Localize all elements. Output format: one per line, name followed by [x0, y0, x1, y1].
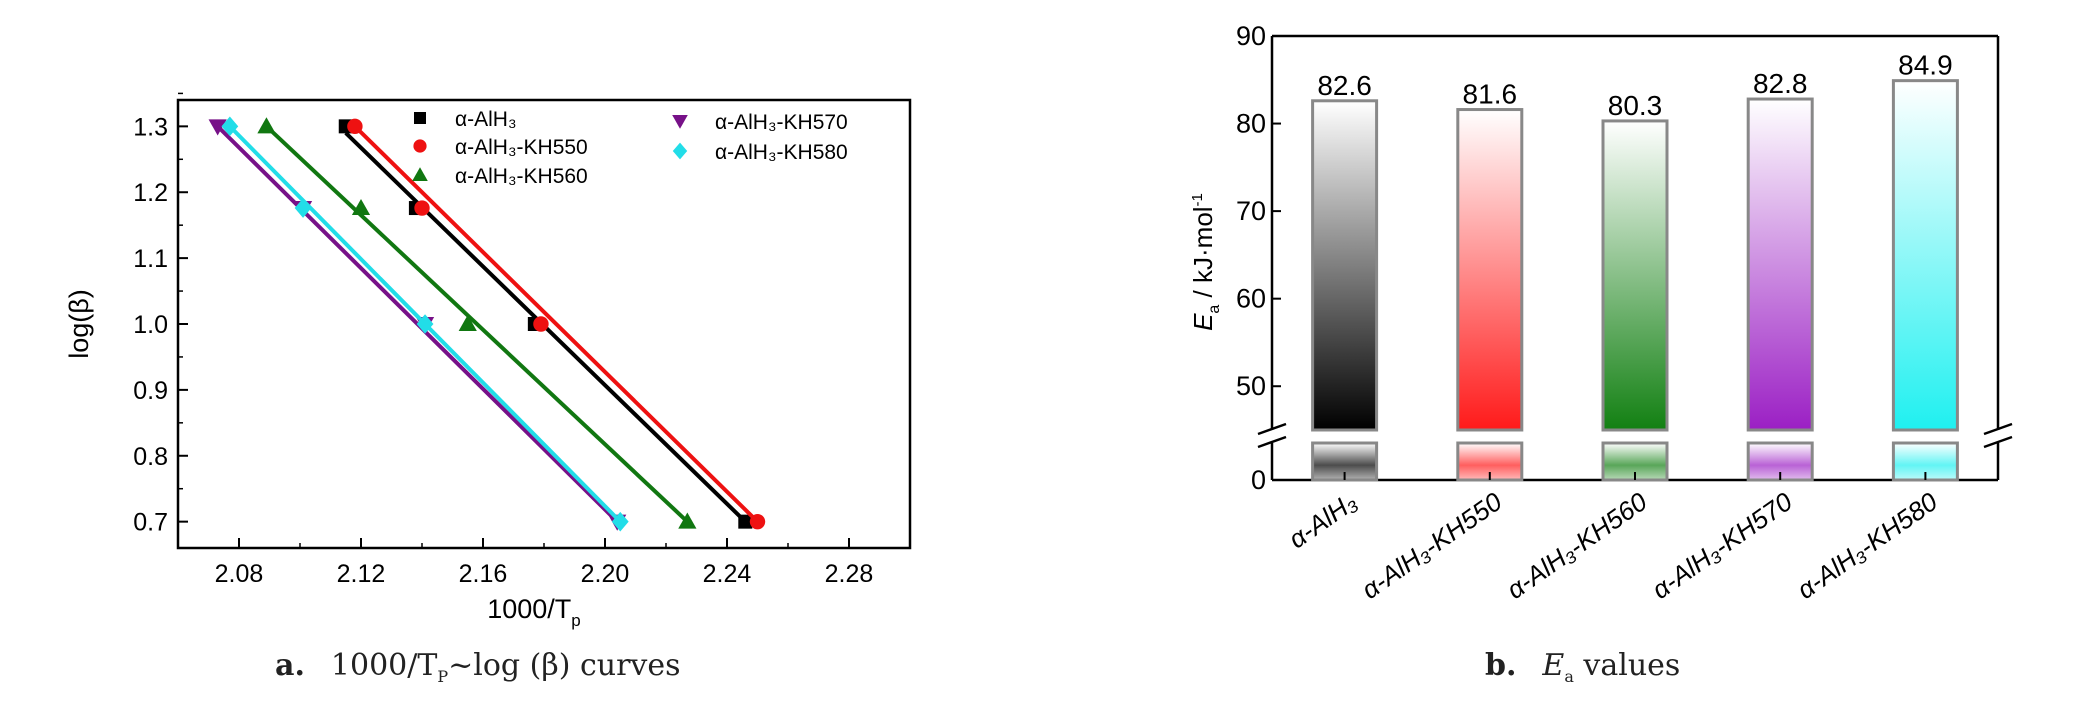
y-tick-label: 50: [1236, 371, 1266, 401]
y-tick-label: 70: [1236, 196, 1266, 226]
y-axis-label-unit: / kJ·mol: [1188, 206, 1218, 304]
x-tick-label: α-AlH₃-KH570: [1646, 486, 1798, 605]
x-tick-label: α-AlH₃-KH550: [1356, 486, 1508, 605]
bar-2: [1601, 119, 1669, 432]
x-tick-label: 2.08: [215, 560, 264, 588]
axis-break-mark: [1257, 435, 1287, 449]
x-tick-label: 2.20: [581, 560, 630, 588]
y-tick-label: 1.1: [133, 245, 168, 273]
legend-marker: [414, 112, 426, 124]
legend-label: α-AlH₃: [455, 108, 517, 131]
y-tick-label: 80: [1236, 109, 1266, 139]
y-tick-label: 0.9: [133, 377, 168, 405]
bar-value-label: 82.8: [1753, 68, 1808, 99]
fit-line: [265, 124, 689, 524]
caption-b-text: E: [1542, 648, 1565, 683]
y-tick-label: 0: [1251, 465, 1266, 495]
bar-0: [1311, 99, 1379, 432]
data-point: [257, 117, 276, 134]
y-tick-label: 60: [1236, 284, 1266, 314]
bar-value-label: 80.3: [1608, 90, 1663, 121]
axis-break-mark: [1257, 422, 1287, 436]
data-point: [749, 513, 766, 530]
data-point: [458, 314, 477, 331]
caption-b-rest: values: [1573, 648, 1681, 683]
y-axis-label: Ea / kJ·mol-1: [1188, 193, 1223, 331]
legend-label: α-AlH₃-KH550: [455, 136, 588, 159]
legend-marker: [672, 115, 688, 129]
y-tick-label: 0.8: [133, 443, 168, 471]
y-axis-label-sup: -1: [1189, 193, 1206, 206]
bar-1: [1456, 108, 1524, 432]
caption-a-rest: ~log (β) curves: [448, 648, 681, 683]
x-tick-label: 2.16: [459, 560, 508, 588]
series-4: [221, 116, 629, 532]
axis-break-mark: [1983, 422, 2013, 436]
y-tick-label: 1.0: [133, 311, 168, 339]
fit-line: [353, 124, 759, 524]
legend-marker: [412, 167, 428, 181]
caption-b-sub: a: [1564, 667, 1574, 686]
x-axis-label-sub: p: [571, 611, 580, 630]
caption-a-text: 1000/T: [330, 648, 438, 683]
data-point: [347, 118, 363, 135]
legend-label: α-AlH₃-KH580: [715, 141, 848, 164]
data-point: [221, 116, 239, 137]
caption-a: a. 1000/TP~log (β) curves: [275, 648, 681, 686]
caption-b: b. Ea values: [1485, 648, 1680, 686]
bar-value-label: 82.6: [1317, 70, 1372, 101]
series-1: [347, 118, 766, 530]
data-point: [416, 314, 434, 334]
activation-energy-chart: 50 60 70 80 90 0 Ea / kJ·mol-1 82.6 α-AlH₃ 81.6 α-…: [1188, 21, 2013, 605]
y-axis-label: log(β): [64, 289, 94, 359]
legend-label: α-AlH₃-KH570: [715, 111, 848, 134]
x-tick-label: α-AlH₃: [1283, 486, 1362, 554]
y-axis-label-main: E: [1188, 313, 1218, 331]
data-point: [414, 200, 430, 216]
legend-label: α-AlH₃-KH560: [455, 165, 588, 188]
data-point: [533, 316, 549, 332]
data-point: [678, 512, 697, 529]
x-tick-label: 2.28: [825, 560, 874, 588]
x-tick-label: 2.12: [337, 560, 386, 588]
caption-a-sub: P: [437, 667, 449, 686]
bar-value-label: 81.6: [1463, 79, 1518, 110]
y-tick-label: 1.3: [133, 113, 168, 141]
y-axis-label-sub: a: [1206, 305, 1223, 314]
legend-marker: [413, 139, 427, 153]
bar-3: [1746, 97, 1814, 432]
y-tick-label: 1.2: [133, 179, 168, 207]
y-tick-label: 0.7: [133, 509, 168, 537]
caption-b-letter: b.: [1485, 648, 1517, 683]
legend-marker: [672, 142, 688, 160]
x-axis-label-main: 1000/T: [487, 594, 571, 624]
x-tick-label: α-AlH₃-KH580: [1791, 486, 1943, 605]
log-beta-chart: 2.08 2.12 2.16 2.20 2.24 2.28 0.7 0.8 0.9 1.0 1.1 1…: [64, 92, 912, 630]
data-point: [294, 198, 312, 218]
x-tick-label: α-AlH₃-KH560: [1501, 486, 1653, 605]
data-point: [738, 514, 753, 529]
y-tick-label: 90: [1236, 21, 1266, 51]
x-axis-label: 1000/Tp: [487, 594, 581, 630]
caption-a-letter: a.: [275, 648, 305, 683]
legend: α-AlH₃ α-AlH₃-KH550 α-AlH₃-KH560 α-AlH₃-KH5…: [412, 108, 848, 188]
data-point: [611, 511, 629, 532]
data-point: [351, 198, 371, 216]
series-2: [257, 117, 697, 529]
data-point: [208, 119, 227, 136]
axis-break-mark: [1983, 435, 2013, 449]
bar-value-label: 84.9: [1898, 50, 1953, 81]
bar-4: [1891, 79, 1959, 432]
x-tick-label: 2.24: [703, 560, 752, 588]
